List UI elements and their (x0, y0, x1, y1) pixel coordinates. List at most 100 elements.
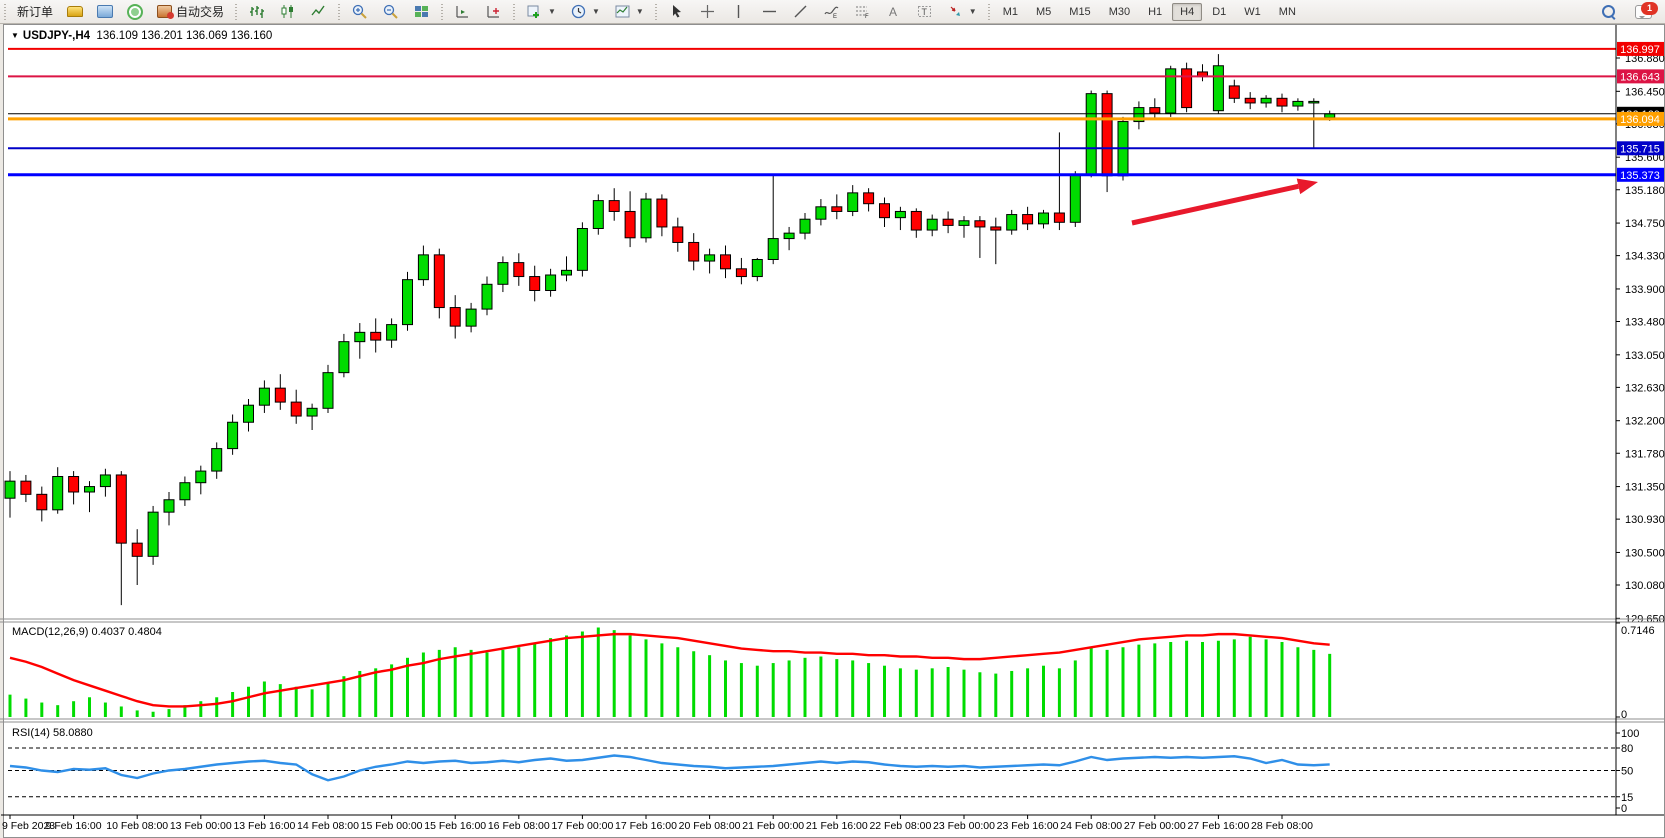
text-label-icon: T (916, 3, 933, 20)
time-axis-label: 21 Feb 16:00 (806, 820, 868, 832)
notifications-button[interactable]: 1 (1628, 1, 1659, 22)
toolbar-grip[interactable] (652, 3, 659, 20)
text-label-tool-button[interactable]: T (909, 0, 940, 23)
bear-candle (513, 262, 525, 278)
time-axis-label: 13 Feb 16:00 (233, 820, 295, 832)
bull-candle (751, 259, 763, 278)
price-axis-tick: 130.500 (1625, 547, 1665, 559)
bull-candle (195, 470, 207, 484)
price-badge (1617, 69, 1664, 84)
crosshair-tool-button[interactable] (692, 0, 723, 23)
bear-candle (1101, 93, 1113, 177)
horizontal-line-icon (761, 3, 778, 20)
candlestick-chart-button[interactable] (272, 0, 303, 23)
rsi-axis-tick: 100 (1621, 728, 1639, 740)
arrows-menu-button[interactable]: ▼ (940, 0, 984, 23)
toolbar-grip[interactable] (511, 3, 518, 20)
trendline-tool-button[interactable] (785, 0, 816, 23)
time-axis-label: 20 Feb 08:00 (679, 820, 741, 832)
bear-candle (879, 203, 890, 219)
search-button[interactable] (1595, 2, 1622, 21)
price-axis-tick: 134.750 (1625, 218, 1665, 230)
tab-timeframe-m30[interactable]: M30 (1108, 5, 1131, 18)
bull-candle (1133, 107, 1145, 123)
bull-candle (99, 474, 111, 488)
tab-timeframe-mn[interactable]: MN (1278, 5, 1296, 18)
tab-timeframe-h4[interactable]: H4 (1172, 2, 1203, 21)
chart-properties-icon (614, 3, 631, 20)
bear-candle (974, 220, 986, 228)
bull-candle (1292, 100, 1304, 107)
symbol-dropdown-icon[interactable]: ▼ (11, 31, 19, 40)
text-tool-button[interactable]: A (878, 0, 909, 23)
equidistant-channel-tool-button[interactable]: E (816, 0, 847, 23)
bear-candle (36, 493, 48, 511)
bear-candle (831, 206, 843, 212)
bar-chart-button[interactable] (241, 0, 272, 23)
horizontal-line-tool-button[interactable] (754, 0, 785, 23)
toolbar-grip[interactable] (985, 3, 992, 20)
cursor-tool-button[interactable] (661, 0, 692, 23)
rsi-axis-tick: 15 (1621, 792, 1633, 804)
toolbar-grip[interactable] (233, 3, 240, 20)
zoom-out-button[interactable] (375, 0, 406, 23)
signals-icon (127, 3, 144, 20)
bull-candle (545, 274, 557, 291)
price-badge-label: 135.715 (1620, 143, 1660, 155)
toolbar-grip[interactable] (439, 3, 446, 20)
new-order-button[interactable]: 新订单 (10, 0, 60, 23)
tab-timeframe-m5[interactable]: M5 (1036, 5, 1052, 18)
zoom-in-button[interactable] (344, 0, 375, 23)
svg-text:A: A (889, 5, 897, 19)
price-axis-tick: 136.450 (1625, 86, 1665, 98)
toolbar-grip[interactable] (2, 3, 8, 20)
market-window-button[interactable] (90, 2, 120, 21)
svg-text:F: F (865, 14, 869, 19)
bull-candle (179, 482, 191, 501)
periods-clock-button[interactable]: ▼ (563, 0, 607, 23)
price-axis-tick: 130.080 (1625, 580, 1665, 592)
bull-candle (322, 372, 334, 409)
trend-arrow-head[interactable] (1296, 178, 1318, 195)
gold-ingot-icon-button[interactable] (60, 3, 90, 20)
price-badge-label: 136.643 (1620, 71, 1660, 83)
equidistant-channel-icon: E (823, 3, 840, 20)
tab-timeframe-w1[interactable]: W1 (1244, 5, 1261, 18)
chart-properties-button[interactable]: ▼ (607, 0, 651, 23)
chart-shift-icon (485, 3, 502, 20)
time-axis-label: 15 Feb 00:00 (361, 820, 423, 832)
time-axis-label: 23 Feb 16:00 (997, 820, 1059, 832)
vertical-line-icon (730, 3, 747, 20)
tab-timeframe-m1[interactable]: M1 (1002, 5, 1018, 18)
auto-trading-button[interactable]: 自动交易 (150, 0, 231, 23)
tab-timeframe-h1[interactable]: H1 (1148, 5, 1163, 18)
toolbar-grip[interactable] (336, 3, 343, 20)
line-chart-icon (310, 3, 327, 20)
time-axis-label: 14 Feb 08:00 (297, 820, 359, 832)
tile-windows-button[interactable] (406, 0, 437, 23)
price-badge (1617, 141, 1664, 156)
auto-trading-icon (157, 5, 175, 19)
chevron-down-icon: ▼ (968, 7, 977, 16)
tab-timeframe-m15[interactable]: M15 (1069, 5, 1091, 18)
bull-candle (1006, 214, 1018, 231)
vertical-line-tool-button[interactable] (723, 0, 754, 23)
arrows-icon (947, 3, 964, 20)
line-chart-button[interactable] (303, 0, 334, 23)
chart-shift-button[interactable] (478, 0, 509, 23)
signals-button[interactable] (120, 1, 150, 23)
bull-candle (417, 254, 429, 281)
rsi-indicator-label: RSI(14) 58.0880 (12, 727, 93, 739)
tab-timeframe-d1[interactable]: D1 (1212, 5, 1227, 18)
add-indicator-button[interactable]: ▼ (519, 0, 563, 23)
chart-forward-button[interactable] (447, 0, 478, 23)
bull-candle (386, 324, 398, 341)
bear-candle (672, 226, 684, 243)
macd-signal-line (9, 632, 1330, 708)
price-axis-tick: 131.350 (1625, 482, 1665, 494)
bear-candle (370, 331, 382, 341)
fibonacci-tool-button[interactable]: F (847, 0, 878, 23)
trend-arrow[interactable] (1131, 183, 1300, 226)
time-axis-label: 24 Feb 08:00 (1060, 820, 1122, 832)
